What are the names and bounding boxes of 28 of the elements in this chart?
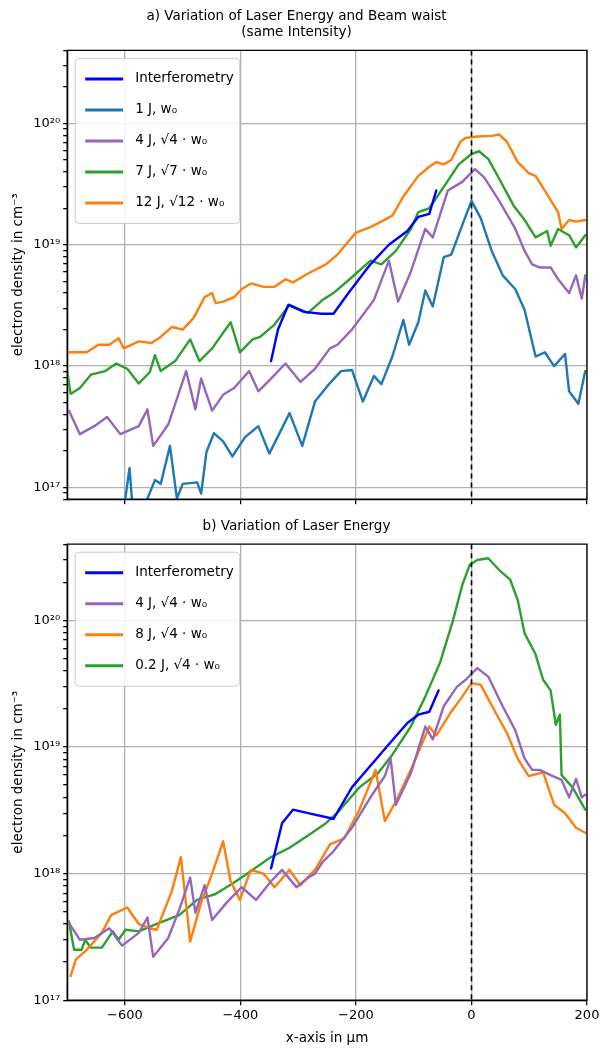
y-tick-label: 10¹⁸: [33, 864, 61, 880]
legend-label: 7 J, √7 · w₀: [135, 162, 208, 179]
y-axis-title: electron density in cm⁻³: [8, 193, 25, 357]
legend-label: 12 J, √12 · w₀: [135, 193, 225, 210]
x-tick-label: −200: [338, 1007, 374, 1023]
x-tick-label: −600: [107, 1007, 143, 1023]
chart-title: a) Variation of Laser Energy and Beam waist: [146, 6, 447, 23]
y-axis-title: electron density in cm⁻³: [8, 690, 25, 854]
y-tick-label: 10²⁰: [33, 611, 61, 627]
legend-label: Interferometry: [135, 69, 234, 86]
x-tick-label: −400: [222, 1007, 259, 1023]
y-tick-label: 10²⁰: [33, 114, 61, 130]
legend-label: 8 J, √4 · w₀: [135, 625, 208, 642]
legend-label: 4 J, √4 · w₀: [135, 131, 208, 148]
y-tick-label: 10¹⁸: [33, 357, 61, 373]
y-tick-label: 10¹⁹: [33, 236, 61, 252]
chart-subtitle: (same Intensity): [241, 22, 352, 39]
x-tick-label: 0: [467, 1007, 476, 1023]
chart-title: b) Variation of Laser Energy: [202, 516, 391, 533]
legend-label: 4 J, √4 · w₀: [135, 594, 208, 611]
y-tick-label: 10¹⁹: [33, 738, 61, 754]
legend-label: 0.2 J, √4 · w₀: [135, 656, 221, 673]
y-tick-label: 10¹⁷: [33, 478, 61, 494]
x-axis-title: x-axis in µm: [285, 1029, 369, 1046]
legend-label: 1 J, w₀: [135, 100, 178, 117]
legend-label: Interferometry: [135, 563, 234, 580]
x-tick-label: 200: [574, 1007, 600, 1023]
y-tick-label: 10¹⁷: [33, 991, 61, 1007]
